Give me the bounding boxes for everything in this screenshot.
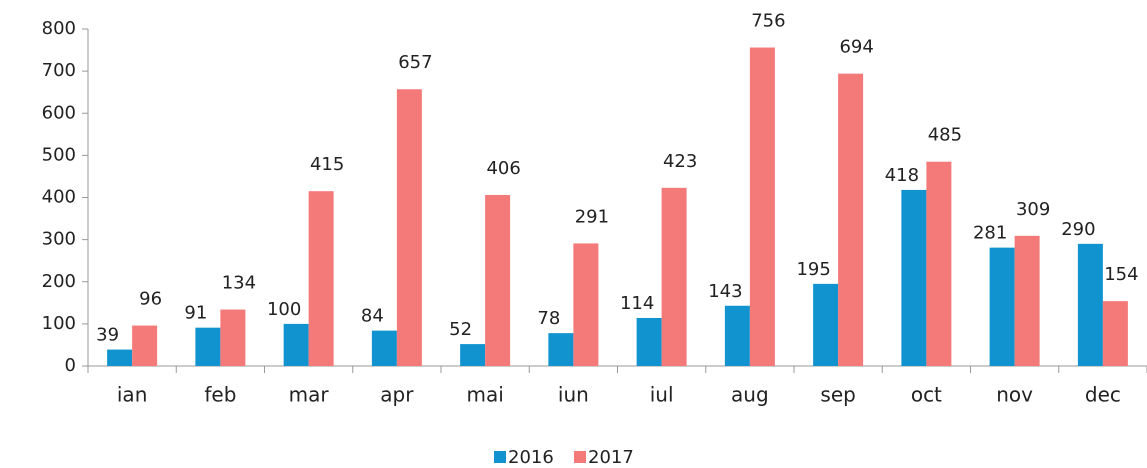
bar bbox=[308, 191, 334, 366]
y-tick-label: 0 bbox=[65, 355, 76, 376]
legend-swatch bbox=[494, 451, 506, 463]
data-label: 485 bbox=[928, 125, 962, 146]
bar bbox=[926, 161, 952, 366]
bar bbox=[220, 309, 246, 366]
data-label: 195 bbox=[796, 259, 830, 280]
data-label: 114 bbox=[620, 293, 654, 314]
bar bbox=[132, 325, 158, 366]
y-tick-label: 400 bbox=[42, 187, 76, 208]
y-tick-label: 600 bbox=[42, 102, 76, 123]
data-label: 291 bbox=[575, 206, 609, 227]
bar bbox=[1014, 235, 1040, 366]
data-label: 657 bbox=[398, 52, 432, 73]
y-tick-label: 700 bbox=[42, 60, 76, 81]
data-label: 281 bbox=[973, 223, 1007, 244]
data-label: 290 bbox=[1061, 219, 1095, 240]
bar bbox=[1102, 301, 1128, 366]
data-label: 154 bbox=[1104, 264, 1138, 285]
x-tick-label: apr bbox=[380, 383, 414, 407]
bar bbox=[195, 327, 221, 366]
x-tick-label: iul bbox=[650, 383, 674, 407]
y-tick-label: 200 bbox=[42, 271, 76, 292]
bar bbox=[460, 344, 486, 366]
data-label: 96 bbox=[139, 289, 162, 310]
x-tick-label: sep bbox=[820, 383, 855, 407]
y-tick-label: 800 bbox=[42, 18, 76, 39]
x-tick-label: dec bbox=[1085, 383, 1121, 407]
legend-swatch bbox=[574, 451, 586, 463]
x-tick-label: oct bbox=[911, 383, 942, 407]
bar bbox=[485, 194, 511, 366]
bar bbox=[548, 333, 574, 366]
bar bbox=[107, 349, 133, 366]
x-tick-label: ian bbox=[117, 383, 148, 407]
x-tick-label: mar bbox=[289, 383, 330, 407]
legend-label: 2016 bbox=[508, 447, 554, 468]
data-label: 423 bbox=[663, 151, 697, 172]
y-tick-label: 500 bbox=[42, 144, 76, 165]
data-label: 309 bbox=[1016, 199, 1050, 220]
bar bbox=[661, 187, 687, 366]
data-label: 91 bbox=[184, 303, 207, 324]
data-label: 84 bbox=[361, 306, 384, 327]
bar bbox=[838, 73, 864, 366]
bar bbox=[371, 330, 397, 366]
data-label: 418 bbox=[885, 165, 919, 186]
data-label: 756 bbox=[751, 11, 785, 32]
bar bbox=[283, 323, 309, 366]
data-label: 134 bbox=[222, 273, 256, 294]
data-label: 694 bbox=[839, 37, 873, 58]
x-tick-label: aug bbox=[731, 383, 769, 407]
data-label: 52 bbox=[449, 319, 472, 340]
data-label: 39 bbox=[96, 325, 119, 346]
y-tick-label: 100 bbox=[42, 313, 76, 334]
data-label: 415 bbox=[310, 154, 344, 175]
data-label: 406 bbox=[486, 158, 520, 179]
data-label: 100 bbox=[267, 299, 301, 320]
bar bbox=[749, 47, 775, 366]
legend-label: 2017 bbox=[588, 447, 634, 468]
data-label: 78 bbox=[537, 308, 560, 329]
bar bbox=[724, 305, 750, 366]
bar bbox=[989, 247, 1015, 366]
x-tick-label: feb bbox=[204, 383, 236, 407]
x-tick-label: mai bbox=[466, 383, 503, 407]
bar bbox=[1077, 243, 1103, 366]
bar bbox=[813, 283, 839, 366]
bar bbox=[636, 317, 662, 366]
x-tick-label: iun bbox=[558, 383, 589, 407]
y-tick-label: 300 bbox=[42, 229, 76, 250]
bar bbox=[901, 189, 927, 366]
x-tick-label: nov bbox=[996, 383, 1033, 407]
bar bbox=[396, 89, 422, 367]
data-label: 143 bbox=[708, 281, 742, 302]
bar bbox=[573, 243, 599, 366]
